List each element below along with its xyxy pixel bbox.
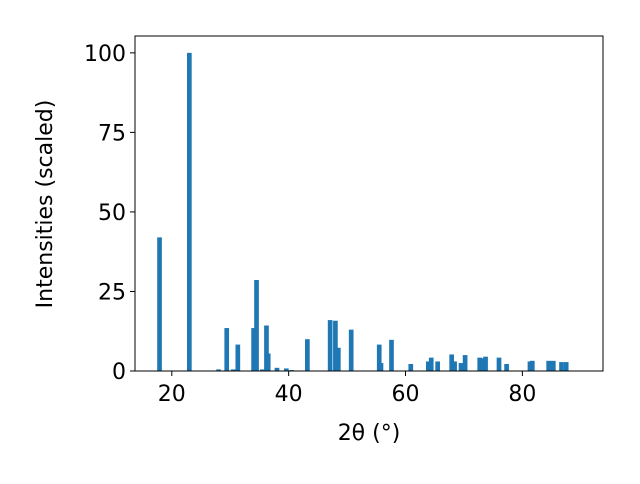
bar (462, 355, 468, 371)
bar (274, 367, 280, 371)
y-axis-label: Intensities (scaled) (33, 100, 58, 309)
y-tick-label: 100 (84, 42, 126, 67)
bar (435, 361, 440, 371)
x-tick-label: 80 (508, 382, 536, 407)
x-tick-label: 20 (158, 382, 186, 407)
bar (305, 339, 310, 371)
bar (327, 320, 333, 371)
bar (529, 360, 535, 371)
bar (348, 329, 354, 371)
bar (335, 347, 341, 371)
bar (546, 360, 551, 371)
bar (187, 52, 192, 371)
x-axis-label: 2θ (°) (338, 421, 401, 446)
bar (563, 362, 569, 371)
bar (265, 353, 271, 371)
bar (425, 361, 431, 371)
y-tick-label: 75 (98, 121, 126, 146)
bar (254, 280, 259, 371)
bar (480, 358, 485, 371)
bar (389, 339, 394, 371)
x-tick-label: 40 (275, 382, 303, 407)
bar (260, 369, 265, 371)
bar (283, 368, 289, 371)
bar (551, 360, 556, 371)
bar (408, 364, 414, 371)
bar (378, 363, 384, 371)
bar (230, 369, 236, 371)
bar (333, 320, 338, 371)
plot-frame (134, 35, 604, 372)
bar (449, 354, 455, 371)
bar (559, 362, 564, 371)
bar (157, 237, 162, 371)
bar (224, 328, 230, 371)
bar (216, 369, 221, 371)
bar (496, 357, 502, 371)
bar (428, 357, 434, 371)
x-tick-label: 60 (392, 382, 420, 407)
bar (504, 364, 509, 371)
bar (452, 361, 457, 371)
y-tick-label: 0 (112, 360, 126, 385)
y-tick-label: 50 (98, 201, 126, 226)
y-tick-label: 25 (98, 280, 126, 305)
bar (376, 344, 382, 371)
bar (264, 325, 269, 371)
bar (483, 356, 488, 371)
bar (477, 357, 483, 371)
bar (458, 363, 464, 371)
bar (235, 344, 241, 371)
bar (251, 328, 256, 371)
